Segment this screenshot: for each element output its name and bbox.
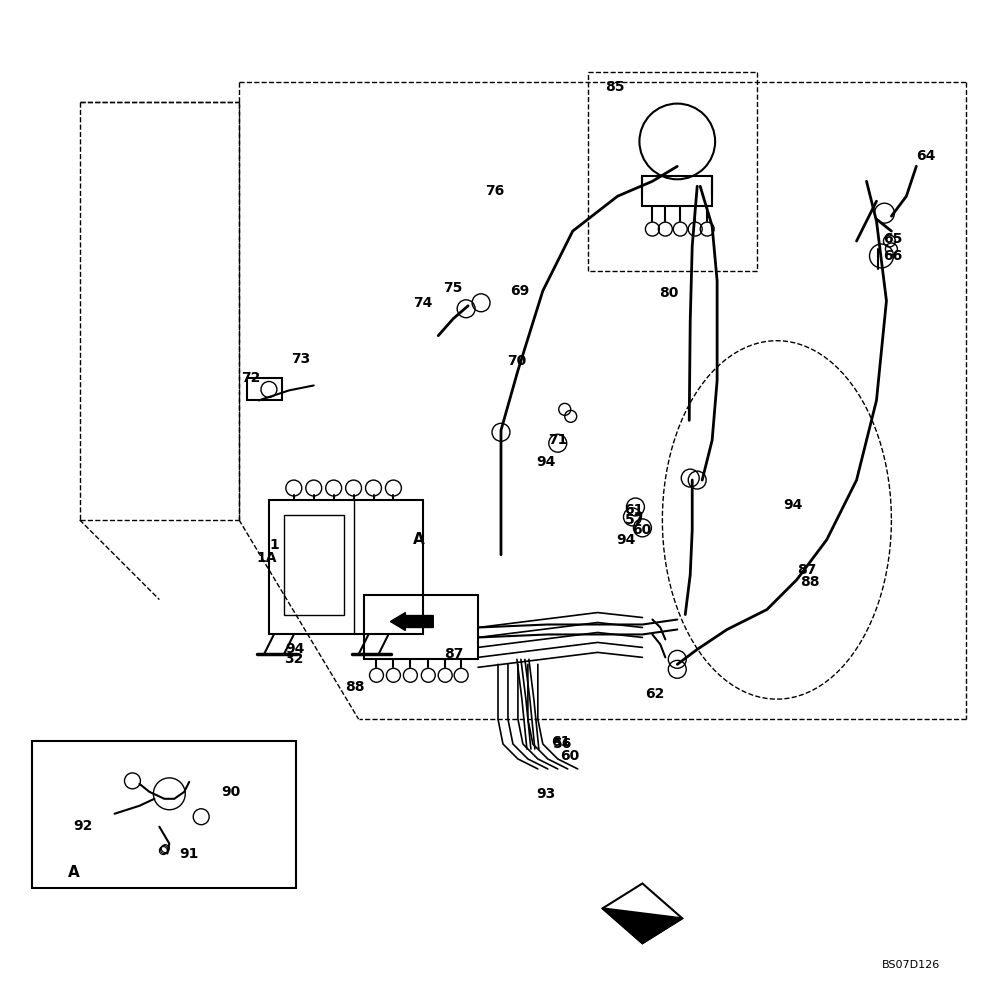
Text: 56: 56 [553,737,573,751]
Text: 87: 87 [444,647,464,661]
Text: 88: 88 [800,575,820,589]
Bar [269,500,423,634]
Text: 91: 91 [179,847,199,861]
FancyArrow shape [390,613,433,630]
Text: 74: 74 [413,296,433,310]
Text: 57: 57 [624,513,644,527]
Text: 92: 92 [73,819,93,833]
Polygon shape [603,908,682,943]
Text: 90: 90 [221,785,241,799]
Text: A: A [68,865,80,880]
Text: 70: 70 [507,354,527,368]
Bar [284,515,344,615]
Text: 87: 87 [797,563,817,577]
Text: 85: 85 [605,80,624,94]
Text: 73: 73 [291,352,311,366]
Text: 64: 64 [916,149,936,163]
Text: 80: 80 [658,286,678,300]
Text: 94: 94 [783,498,803,512]
Bar [364,595,478,659]
Text: 1: 1 [269,538,279,552]
Text: 61: 61 [623,503,643,517]
Text: 94: 94 [285,642,305,656]
Bar [642,176,712,206]
Text: 94: 94 [616,533,635,547]
Text: 65: 65 [882,232,902,246]
Text: 32: 32 [284,652,304,666]
Text: 61: 61 [551,735,571,749]
Text: 69: 69 [510,284,530,298]
Text: 60: 60 [560,749,580,763]
Bar [247,378,282,400]
Text: 60: 60 [631,523,651,537]
Text: 1A: 1A [257,551,277,565]
Text: 71: 71 [548,433,568,447]
Text: 93: 93 [536,787,556,801]
Text: 76: 76 [485,184,505,198]
Text: 94: 94 [536,455,556,469]
Text: 62: 62 [644,687,664,701]
Text: 75: 75 [443,281,463,295]
Bar [32,741,296,888]
Text: A: A [412,532,424,547]
Text: 72: 72 [241,371,261,385]
Text: 88: 88 [345,680,365,694]
Text: 66: 66 [882,249,902,263]
Text: BS07D126: BS07D126 [882,960,940,970]
